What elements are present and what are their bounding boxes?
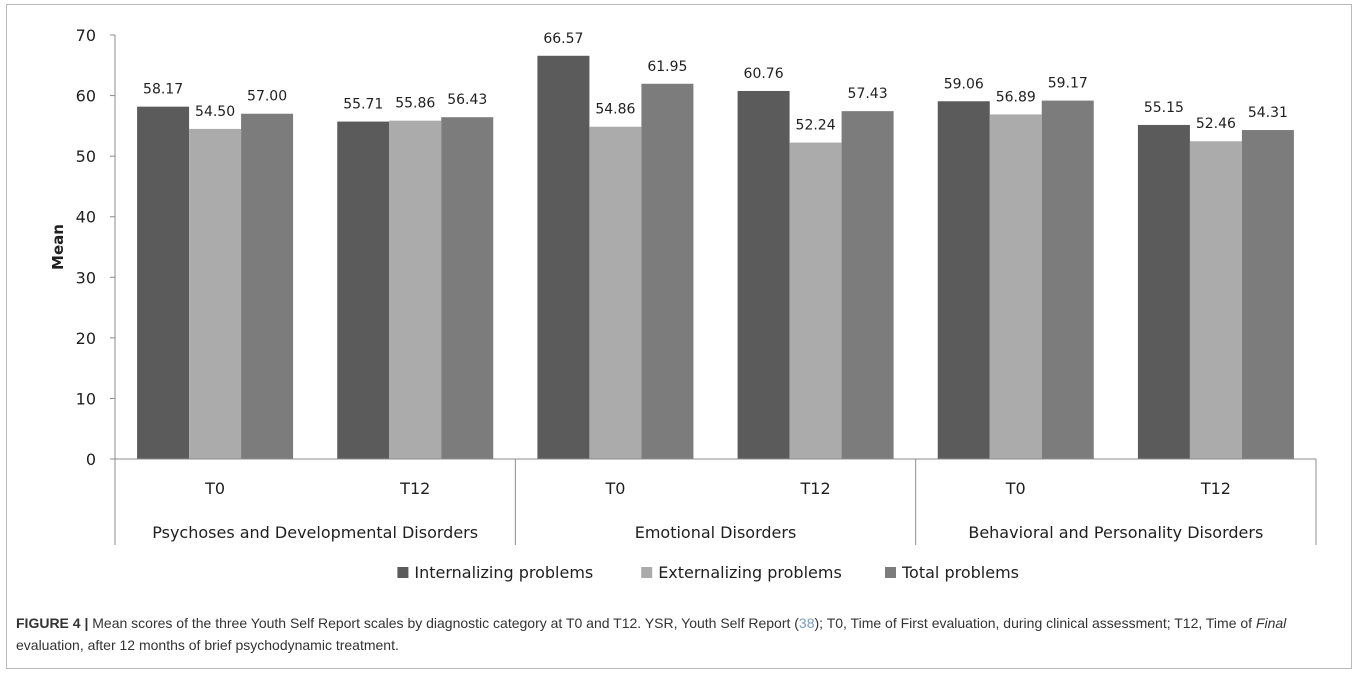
legend-label: Total problems [901,563,1019,582]
figure-caption: FIGURE 4 | Mean scores of the three Yout… [16,612,1341,656]
bar-value-label: 57.00 [247,89,287,105]
legend-label: Externalizing problems [658,563,842,582]
caption-text-2: ); T0, Time of First evaluation, during … [814,615,1256,631]
bar-value-label: 52.46 [1196,116,1236,132]
x-tick-label: T0 [204,479,225,498]
x-group-label: Behavioral and Personality Disorders [968,523,1263,542]
bar [841,111,894,460]
bar [737,90,790,459]
bar-value-label: 54.31 [1248,105,1288,121]
x-group-label: Emotional Disorders [635,523,797,542]
caption-text-3: evaluation, after 12 months of brief psy… [16,637,399,653]
y-tick-label: 60 [76,87,96,106]
y-tick-label: 30 [76,268,96,287]
bar-value-label: 56.43 [447,92,487,108]
y-axis: 0 10 20 30 40 50 60 70 Mean [49,26,116,469]
bar-value-label: 60.76 [744,66,784,82]
y-tick-label: 40 [76,208,96,227]
bar-value-label: 59.17 [1048,76,1088,92]
bar-value-label: 66.57 [543,31,583,47]
x-tick-label: T12 [1200,479,1231,498]
bar [1041,100,1094,460]
bar [641,83,694,459]
bar [137,106,190,459]
bar [337,121,390,459]
bar [1137,124,1190,459]
x-tick-label: T12 [800,479,831,498]
bar-value-label: 55.71 [343,97,383,113]
bar [789,142,842,459]
bars: 58.17 54.50 57.00 55.71 55.86 56.43 66.57 54.86… [137,31,1294,460]
legend-swatch [885,567,896,578]
bar-value-label: 56.89 [996,89,1036,105]
bar-value-label: 59.06 [944,76,984,92]
bar-value-label: 54.50 [195,104,235,120]
bar-value-label: 55.86 [395,96,435,112]
bar-value-label: 54.86 [595,102,635,118]
legend-swatch [397,567,409,578]
bar [989,114,1042,459]
bar-value-label: 55.15 [1144,100,1184,116]
caption-italic: Final [1255,615,1287,631]
y-tick-label: 20 [76,329,96,348]
bar-value-label: 58.17 [143,82,183,98]
bar-chart: 0 10 20 30 40 50 60 70 Mean 58.17 54.50 57.00 55.71… [49,26,1317,582]
x-tick-label: T0 [604,479,625,498]
y-axis-label: Mean [49,224,67,270]
bar [441,117,494,459]
y-tick-label: 0 [86,450,96,469]
bar [937,101,990,460]
bar [1241,130,1294,460]
bar [241,113,294,459]
x-tick-label: T12 [399,479,430,498]
legend: Internalizing problems Externalizing prob… [397,563,1019,582]
x-tick-label: T0 [1005,479,1026,498]
bar [1189,141,1242,459]
legend-swatch [641,567,653,578]
y-tick-label: 10 [76,389,96,408]
bar-value-label: 61.95 [647,59,687,75]
bar [389,120,442,459]
caption-reference-link[interactable]: 38 [798,615,815,631]
y-tick-label: 50 [76,147,96,166]
bar-value-label: 57.43 [848,86,888,102]
y-tick-label: 70 [76,26,96,45]
bar [537,55,590,459]
x-axis: Psychoses and Developmental Disorders T0 T… [114,458,1317,545]
caption-label: FIGURE 4 | [16,615,89,631]
x-group-label: Psychoses and Developmental Disorders [152,523,478,542]
caption-text-1: Mean scores of the three Youth Self Repo… [88,615,799,631]
bar [189,128,242,459]
bar-value-label: 52.24 [796,118,836,134]
legend-label: Internalizing problems [414,563,593,582]
bar [589,126,642,459]
